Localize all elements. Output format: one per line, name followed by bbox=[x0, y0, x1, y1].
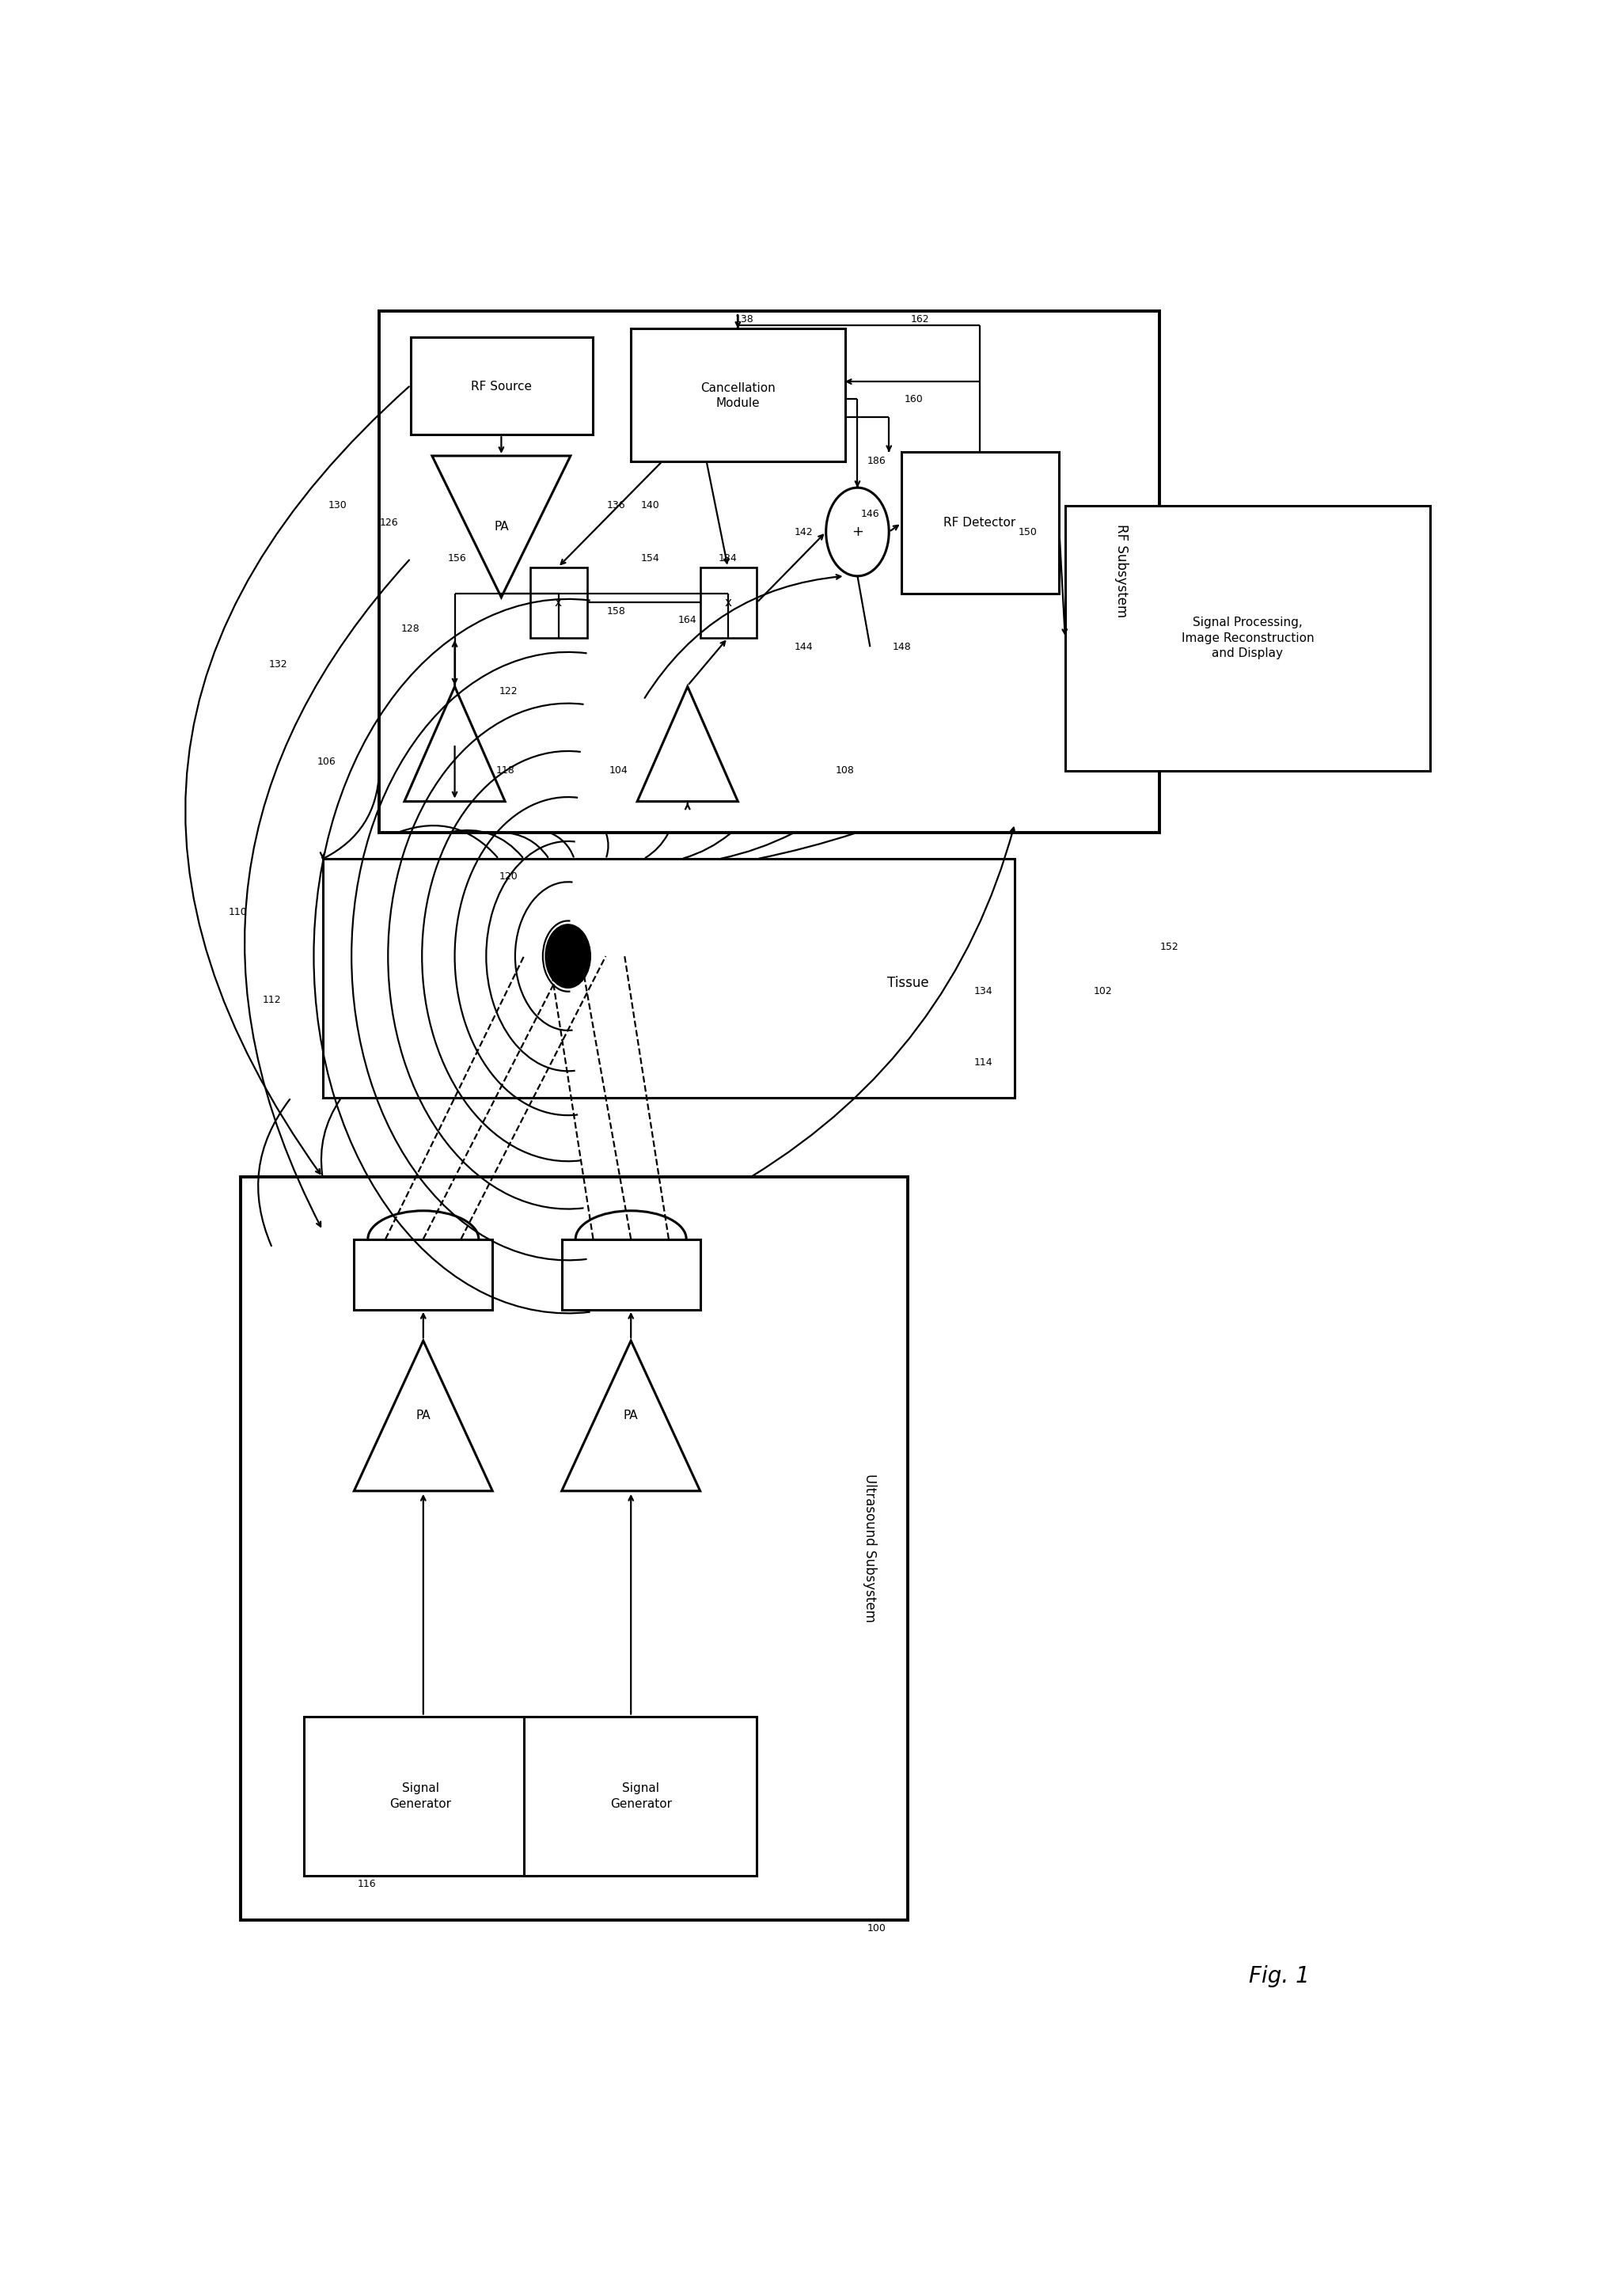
Text: 112: 112 bbox=[263, 994, 281, 1006]
Text: 160: 160 bbox=[905, 395, 924, 404]
Text: 106: 106 bbox=[317, 758, 336, 767]
Text: 138: 138 bbox=[734, 315, 754, 324]
Bar bbox=[700, 567, 757, 638]
Text: 118: 118 bbox=[495, 765, 515, 776]
Text: Ultrasound Subsystem: Ultrasound Subsystem bbox=[862, 1474, 877, 1623]
Polygon shape bbox=[404, 687, 505, 801]
Bar bbox=[630, 328, 844, 461]
Text: 184: 184 bbox=[718, 553, 737, 563]
Bar bbox=[562, 1240, 700, 1309]
Text: Cancellation
Module: Cancellation Module bbox=[700, 381, 775, 409]
Text: 130: 130 bbox=[328, 501, 348, 510]
Bar bbox=[240, 1178, 908, 1919]
Text: RF Subsystem: RF Subsystem bbox=[1114, 523, 1129, 618]
Bar bbox=[354, 1240, 492, 1309]
Text: 146: 146 bbox=[861, 510, 880, 519]
Text: 148: 148 bbox=[892, 641, 911, 652]
Text: PA: PA bbox=[416, 1410, 430, 1421]
Polygon shape bbox=[562, 1341, 700, 1490]
Text: +: + bbox=[851, 526, 864, 540]
Bar bbox=[901, 452, 1059, 595]
Text: PA: PA bbox=[624, 1410, 638, 1421]
Text: 156: 156 bbox=[448, 553, 466, 563]
Text: 134: 134 bbox=[974, 987, 992, 996]
Text: 128: 128 bbox=[401, 625, 421, 634]
Text: 114: 114 bbox=[974, 1056, 992, 1068]
Text: PA: PA bbox=[494, 521, 508, 533]
Circle shape bbox=[546, 925, 591, 987]
Text: 108: 108 bbox=[835, 765, 854, 776]
Text: Fig. 1: Fig. 1 bbox=[1249, 1965, 1309, 1988]
Text: 132: 132 bbox=[270, 659, 287, 670]
Text: Signal
Generator: Signal Generator bbox=[611, 1782, 672, 1809]
Bar bbox=[525, 1717, 757, 1876]
Text: 162: 162 bbox=[911, 315, 931, 324]
Text: 100: 100 bbox=[867, 1924, 885, 1933]
Polygon shape bbox=[432, 457, 570, 597]
Bar bbox=[529, 567, 586, 638]
Text: 110: 110 bbox=[229, 907, 247, 916]
Text: 144: 144 bbox=[794, 641, 812, 652]
Text: 140: 140 bbox=[640, 501, 659, 510]
Text: Signal Processing,
Image Reconstruction
and Display: Signal Processing, Image Reconstruction … bbox=[1181, 615, 1314, 659]
Text: Signal
Generator: Signal Generator bbox=[390, 1782, 451, 1809]
Polygon shape bbox=[354, 1341, 492, 1490]
Text: Tissue: Tissue bbox=[887, 976, 929, 990]
Text: 102: 102 bbox=[1093, 987, 1112, 996]
Text: 164: 164 bbox=[679, 615, 697, 625]
Bar bbox=[304, 1717, 536, 1876]
Text: 116: 116 bbox=[357, 1878, 377, 1890]
Text: RF Source: RF Source bbox=[471, 381, 531, 393]
Text: RF Detector: RF Detector bbox=[944, 517, 1015, 528]
Bar bbox=[323, 859, 1015, 1097]
Text: x: x bbox=[724, 597, 731, 608]
Text: 120: 120 bbox=[500, 872, 518, 882]
Bar bbox=[1065, 505, 1431, 771]
Text: 142: 142 bbox=[794, 526, 812, 537]
Text: 158: 158 bbox=[606, 606, 625, 618]
Text: 154: 154 bbox=[640, 553, 659, 563]
Text: 122: 122 bbox=[500, 687, 518, 696]
Bar bbox=[380, 310, 1160, 833]
Text: 136: 136 bbox=[606, 501, 625, 510]
Polygon shape bbox=[637, 687, 737, 801]
Text: 150: 150 bbox=[1018, 526, 1036, 537]
Text: x: x bbox=[554, 597, 562, 608]
Text: 104: 104 bbox=[609, 765, 628, 776]
Bar bbox=[411, 338, 593, 434]
Circle shape bbox=[827, 487, 888, 576]
Text: 126: 126 bbox=[380, 519, 398, 528]
Text: 186: 186 bbox=[867, 457, 885, 466]
Text: 152: 152 bbox=[1160, 941, 1179, 953]
